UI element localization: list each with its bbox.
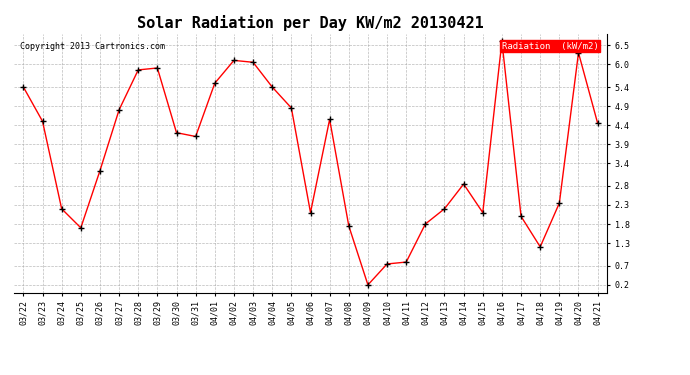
Text: Radiation  (kW/m2): Radiation (kW/m2)	[502, 42, 598, 51]
Text: Copyright 2013 Cartronics.com: Copyright 2013 Cartronics.com	[20, 42, 165, 51]
Title: Solar Radiation per Day KW/m2 20130421: Solar Radiation per Day KW/m2 20130421	[137, 15, 484, 31]
